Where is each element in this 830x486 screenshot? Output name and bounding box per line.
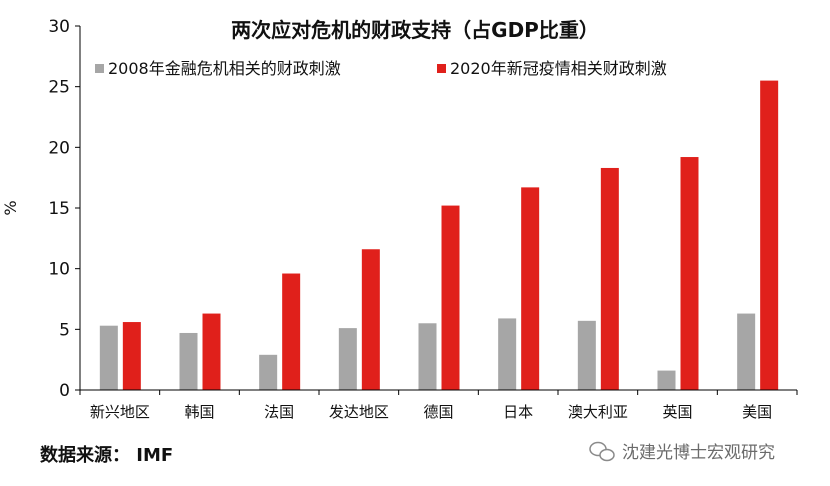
x-tick-label: 澳大利亚 <box>568 403 628 421</box>
watermark-text: 沈建光博士宏观研究 <box>622 443 775 463</box>
y-axis-label: % <box>1 200 20 215</box>
y-tick-label: 30 <box>48 17 70 37</box>
source-note: 数据来源： IMF <box>40 444 173 466</box>
bar-2008 <box>99 325 118 390</box>
chart-title: 两次应对危机的财政支持（占GDP比重） <box>231 18 599 42</box>
bar-2008 <box>657 370 676 390</box>
bar-2008 <box>179 332 198 390</box>
legend-label: 2008年金融危机相关的财政刺激 <box>108 59 341 78</box>
x-tick-label: 发达地区 <box>329 403 389 421</box>
y-tick-label: 20 <box>48 138 70 158</box>
x-tick-label: 新兴地区 <box>90 403 150 421</box>
x-axis: 新兴地区 韩国 法国 发达地区 德国 日本 澳大利亚 英国 美国 <box>79 389 798 421</box>
bars <box>99 80 779 390</box>
y-tick-label: 5 <box>59 320 70 340</box>
x-tick-label: 美国 <box>742 403 772 421</box>
watermark: 沈建光博士宏观研究 <box>589 441 775 463</box>
x-tick-label: 德国 <box>423 403 453 421</box>
bar-2020 <box>441 205 460 390</box>
x-tick-label: 英国 <box>662 403 692 421</box>
bar-2020 <box>282 273 301 390</box>
y-tick-label: 15 <box>48 199 70 219</box>
y-tick-label: 25 <box>48 78 70 98</box>
legend: 2008年金融危机相关的财政刺激 2020年新冠疫情相关财政刺激 <box>95 59 667 78</box>
y-tick-label: 0 <box>59 381 70 401</box>
legend-label: 2020年新冠疫情相关财政刺激 <box>450 59 667 78</box>
bar-2020 <box>760 80 779 390</box>
bar-2008 <box>737 313 756 390</box>
y-axis: 0 5 10 15 20 25 30 <box>48 17 81 401</box>
legend-swatch <box>437 64 446 73</box>
wechat-icon <box>589 441 615 462</box>
x-tick-label: 日本 <box>503 403 533 421</box>
bar-2008 <box>498 318 517 390</box>
bar-2020 <box>600 167 619 390</box>
bar-2020 <box>122 322 141 390</box>
bar-2008 <box>577 320 596 390</box>
bar-2020 <box>521 187 540 390</box>
bar-2008 <box>418 323 437 390</box>
legend-swatch <box>95 64 104 73</box>
y-tick-label: 10 <box>48 260 70 280</box>
bar-2008 <box>259 354 278 390</box>
bar-2020 <box>202 313 221 390</box>
bar-2008 <box>338 328 357 390</box>
x-tick-label: 法国 <box>264 403 294 421</box>
bar-2020 <box>680 157 699 390</box>
x-tick-label: 韩国 <box>184 403 214 421</box>
bar-2020 <box>361 249 380 390</box>
